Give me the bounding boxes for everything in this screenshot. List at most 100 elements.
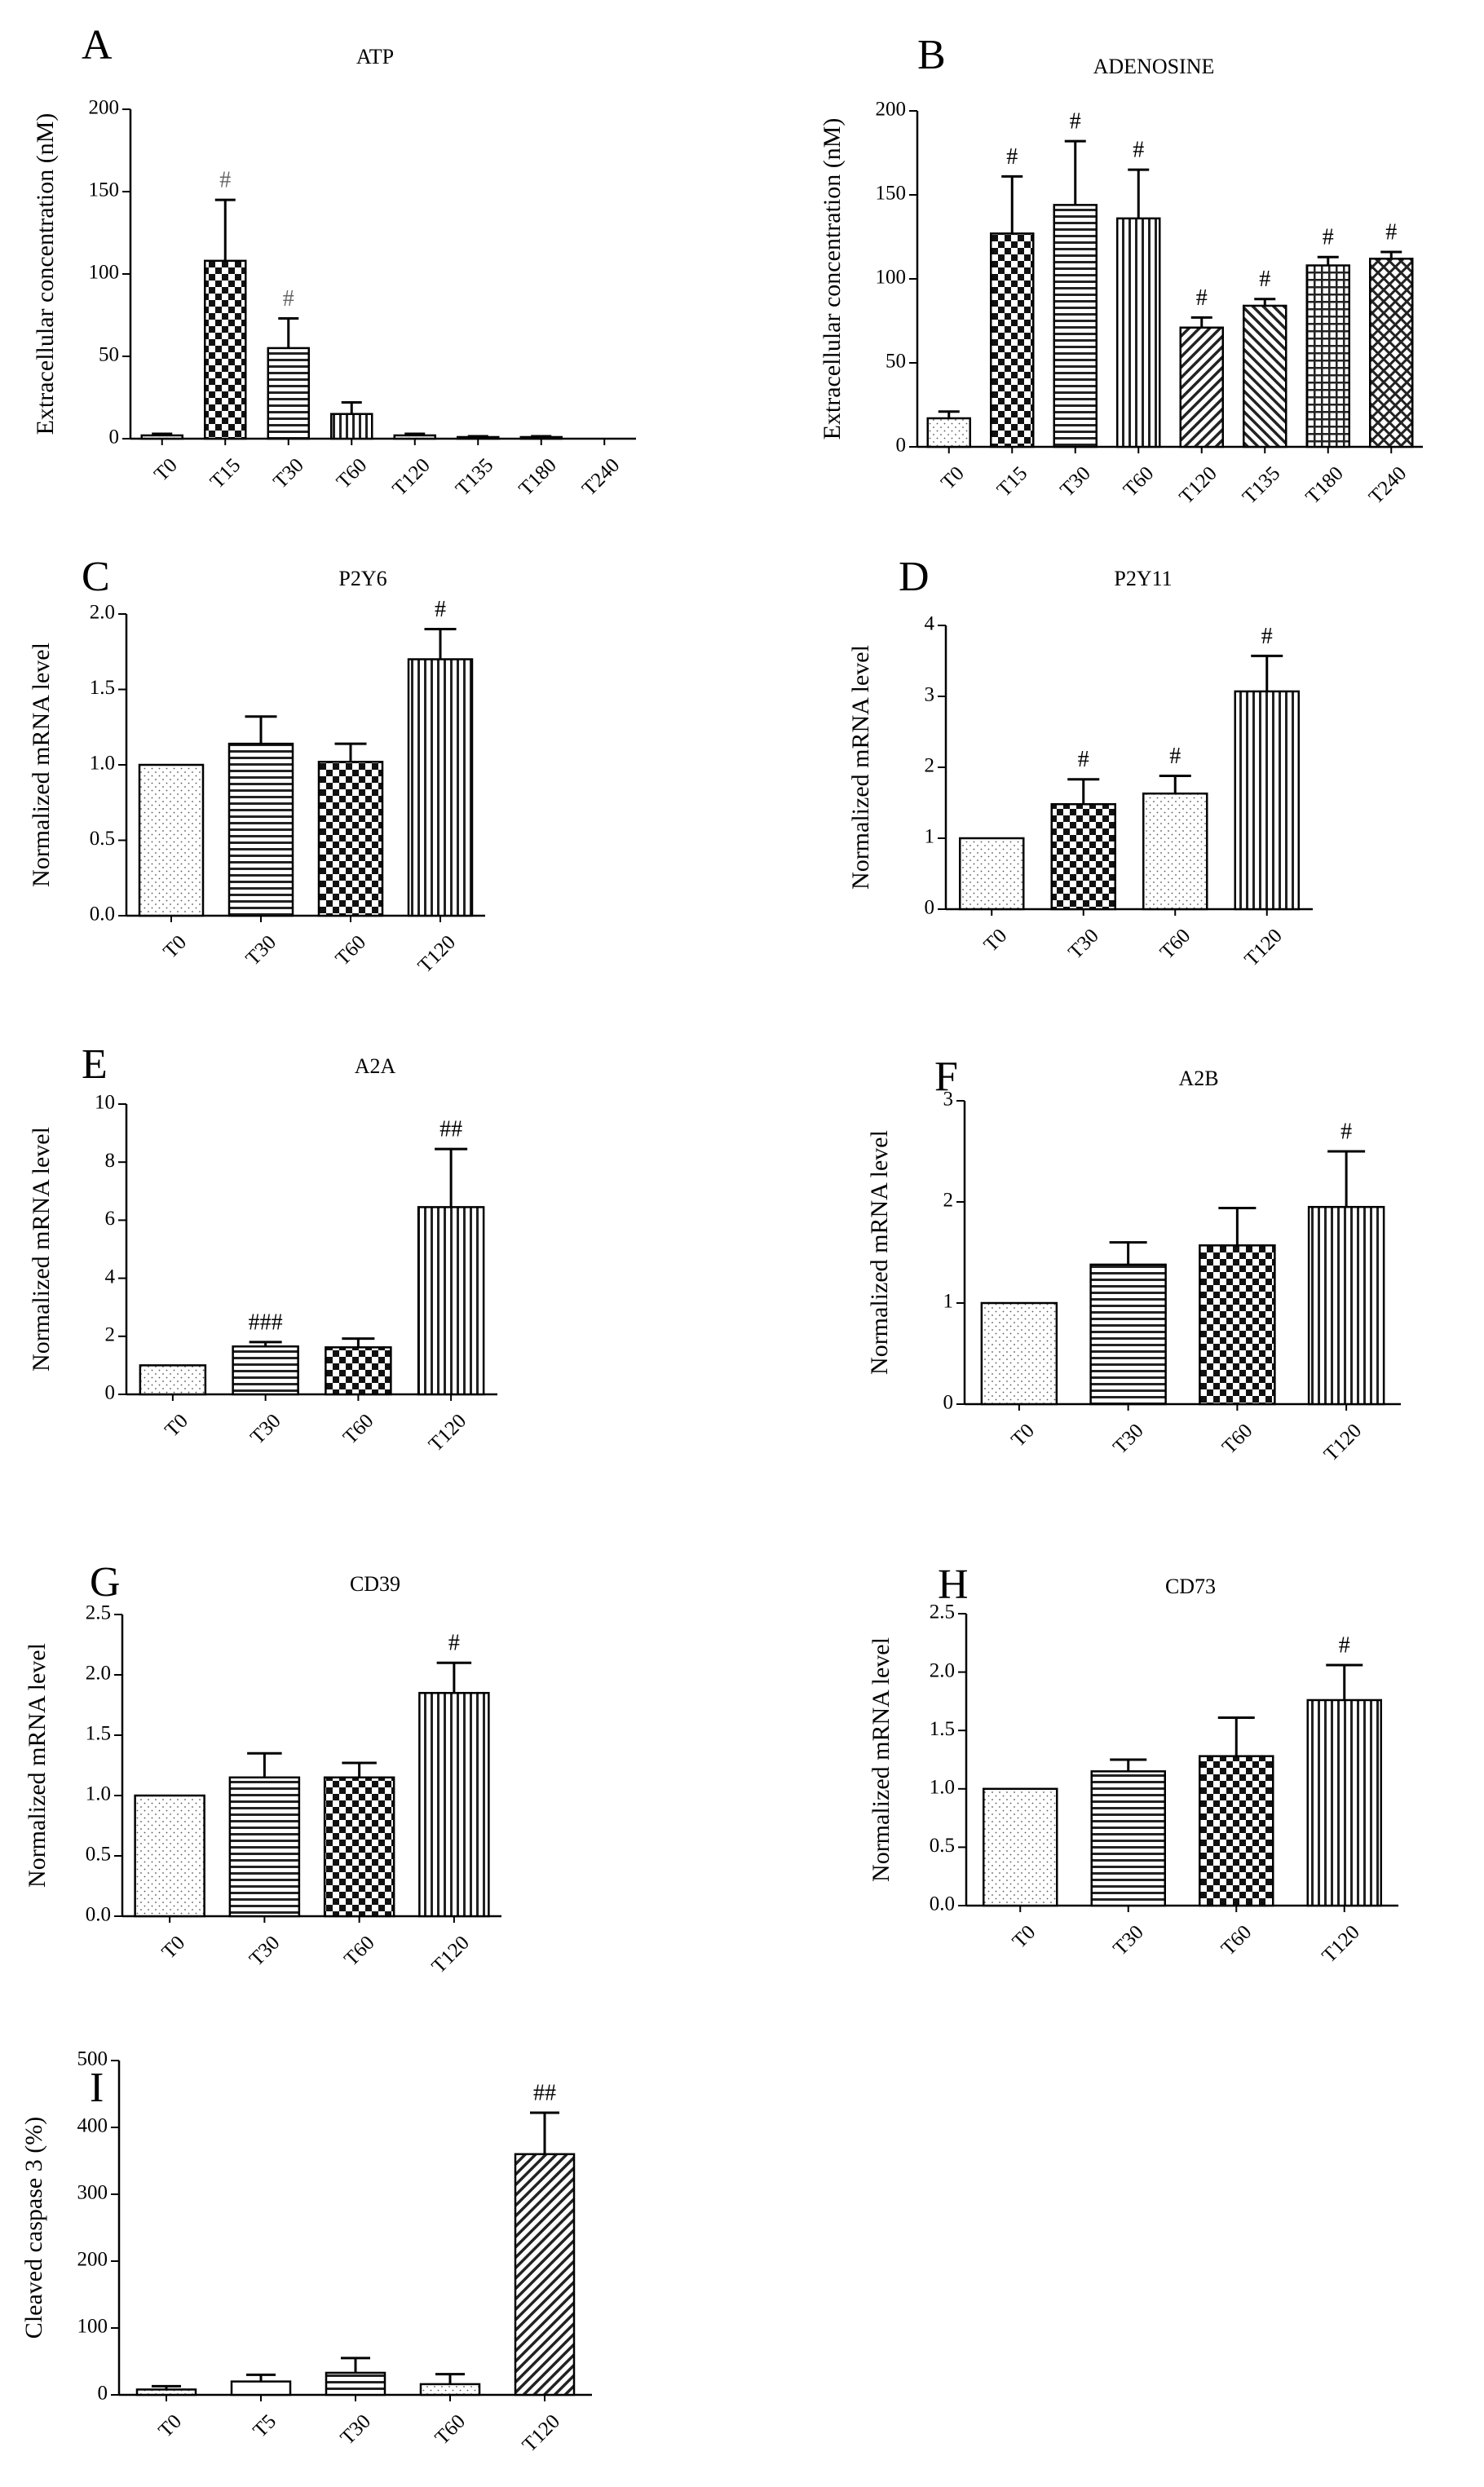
y-tick-label: 0 xyxy=(925,897,935,919)
bar xyxy=(1234,690,1300,911)
bar xyxy=(1089,1263,1167,1406)
y-tick-label: 1.0 xyxy=(90,753,115,775)
significance-label: ## xyxy=(439,1117,462,1142)
panel-h: H CD73 Normalized mRNA level 0.0 0.5 1.0 1.5 2.… xyxy=(868,1562,1398,1967)
bar xyxy=(983,1787,1058,1907)
bar xyxy=(407,658,474,917)
chart-title: A2B xyxy=(1178,1067,1218,1090)
y-tick-label: 1.5 xyxy=(90,677,115,699)
x-tick-label: T120 xyxy=(1318,1921,1363,1967)
panel-letter: A xyxy=(82,22,113,68)
x-tick-label: T60 xyxy=(1156,925,1195,964)
significance-label: # xyxy=(1169,744,1181,769)
bar xyxy=(227,742,294,917)
x-tick-label: T120 xyxy=(428,1932,474,1977)
x-tick-label: T120 xyxy=(1175,462,1221,508)
significance-label: # xyxy=(1323,225,1334,250)
x-tick-label: T30 xyxy=(1109,1420,1148,1459)
chart-title: CD39 xyxy=(350,1572,400,1596)
bar xyxy=(1053,204,1098,448)
y-tick-label: 2.0 xyxy=(90,602,115,624)
bar xyxy=(230,2380,292,2396)
y-tick-label: 0 xyxy=(109,426,120,448)
x-tick-label: T60 xyxy=(332,931,371,970)
bar xyxy=(514,2153,576,2396)
significance-label: ## xyxy=(533,2080,556,2105)
y-tick-label: 0.5 xyxy=(90,828,115,850)
bar xyxy=(1307,1205,1385,1406)
y-tick-label: 2 xyxy=(943,1190,954,1212)
significance-label: # xyxy=(1133,138,1144,163)
panel-letter: E xyxy=(82,1041,108,1088)
significance-label: # xyxy=(1259,267,1270,292)
y-tick-label: 1.0 xyxy=(930,1777,955,1799)
panel-i: I Cleaved caspase 3 (%) 0 100 200 300 400 500 T0… xyxy=(20,2048,592,2456)
chart-title: P2Y6 xyxy=(338,567,386,590)
y-tick-label: 4 xyxy=(925,613,935,635)
y-tick-label: 400 xyxy=(77,2115,108,2137)
bar xyxy=(926,417,971,448)
x-tick-label: T15 xyxy=(206,454,245,493)
y-tick-label: 200 xyxy=(77,2249,108,2271)
y-axis-label: Normalized mRNA level xyxy=(868,1637,894,1882)
x-tick-label: T30 xyxy=(1064,925,1103,964)
y-tick-label: 0.0 xyxy=(930,1893,955,1915)
y-tick-label: 1.5 xyxy=(930,1718,955,1740)
y-axis-label: Cleaved caspase 3 (%) xyxy=(20,2117,47,2339)
y-tick-label: 0.5 xyxy=(930,1835,955,1857)
panel-e: E A2A Normalized mRNA level 0 2 4 6 8 10 T0 ### T30… xyxy=(28,1041,497,1456)
chart-title: P2Y11 xyxy=(1114,567,1172,590)
y-tick-label: 1.5 xyxy=(86,1723,111,1745)
significance-label: # xyxy=(1006,144,1018,170)
y-tick-label: 50 xyxy=(99,344,119,366)
significance-label: # xyxy=(1078,747,1089,772)
y-axis-label: Normalized mRNA level xyxy=(24,1643,51,1888)
x-tick-label: T0 xyxy=(1009,1921,1040,1953)
bar xyxy=(1306,1698,1382,1907)
bar xyxy=(1050,802,1116,911)
bar xyxy=(204,259,247,440)
bar xyxy=(1142,792,1208,911)
panel-letter: H xyxy=(938,1562,969,1608)
chart-title: ADENOSINE xyxy=(1093,55,1215,78)
chart-title: ATP xyxy=(356,45,394,68)
panel-f: F A2B Normalized mRNA level 0 1 2 3 T0 T30 T60 # T1… xyxy=(866,1054,1401,1465)
y-tick-label: 2 xyxy=(925,755,935,777)
bar xyxy=(1090,1770,1166,1907)
x-tick-label: T120 xyxy=(1240,925,1286,970)
bar xyxy=(1305,264,1350,448)
y-axis-label: Normalized mRNA level xyxy=(866,1130,893,1375)
x-tick-label: T5 xyxy=(249,2410,280,2442)
bar xyxy=(140,434,183,440)
x-tick-label: T135 xyxy=(1239,462,1284,508)
x-tick-label: T15 xyxy=(993,462,1032,501)
x-tick-label: T30 xyxy=(242,931,281,970)
y-axis-label: Extracellular concentration (nM) xyxy=(819,118,846,440)
significance-label: # xyxy=(448,1631,460,1656)
x-tick-label: T30 xyxy=(337,2410,376,2449)
bar xyxy=(1369,258,1414,448)
y-tick-label: 10 xyxy=(95,1092,115,1114)
x-tick-label: T30 xyxy=(246,1410,285,1449)
y-tick-label: 2.5 xyxy=(86,1602,111,1624)
panel-b: B ADENOSINE Extracellular concentration (n… xyxy=(819,32,1423,508)
y-axis-label: Normalized mRNA level xyxy=(28,1127,55,1372)
y-tick-label: 100 xyxy=(77,2316,108,2338)
x-tick-label: T0 xyxy=(161,1410,192,1442)
panel-d: D P2Y11 Normalized mRNA level 0 1 2 3 4 T0 # T30 # T… xyxy=(847,554,1313,970)
x-tick-label: T60 xyxy=(1218,1420,1257,1459)
y-tick-label: 2 xyxy=(105,1324,116,1346)
panel-letter: G xyxy=(90,1559,121,1606)
y-tick-label: 0 xyxy=(896,435,907,457)
x-tick-label: T135 xyxy=(452,454,497,500)
significance-label: # xyxy=(1385,219,1397,245)
y-tick-label: 2.5 xyxy=(930,1601,955,1623)
y-tick-label: 4 xyxy=(105,1266,116,1288)
bar xyxy=(393,434,436,440)
bar xyxy=(418,1691,490,1918)
y-tick-label: 50 xyxy=(886,351,906,373)
x-tick-label: T60 xyxy=(340,1932,379,1971)
x-tick-label: T0 xyxy=(150,454,182,486)
x-tick-label: T60 xyxy=(431,2410,470,2449)
panel-letter: C xyxy=(82,554,110,600)
